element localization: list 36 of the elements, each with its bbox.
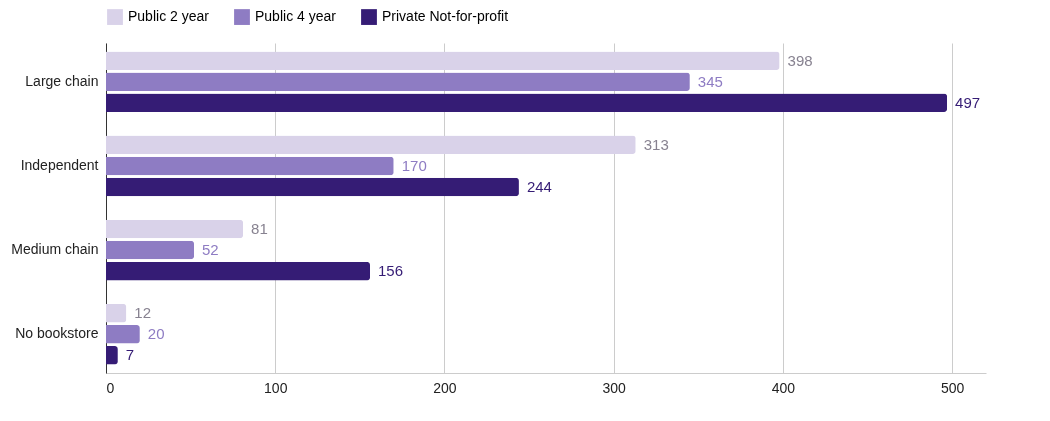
legend-label: Public 4 year [255, 8, 337, 25]
y-tick-label: Independent [20, 156, 99, 173]
y-tick-label: Medium chain [11, 241, 99, 258]
bar [106, 51, 780, 70]
data-label: 313 [643, 135, 669, 153]
bar [106, 219, 244, 239]
data-label: 7 [125, 346, 135, 364]
legend-label: Private Not-for-profit [382, 8, 509, 25]
y-tick-label: Large chain [25, 72, 99, 89]
bar [106, 261, 370, 281]
bar [106, 135, 636, 155]
bar [106, 240, 194, 260]
bar [106, 325, 140, 344]
bar [106, 156, 394, 176]
data-label: 156 [378, 262, 404, 280]
x-tick-label: 200 [433, 379, 457, 396]
bar [106, 303, 127, 323]
bar [106, 177, 519, 197]
data-label: 497 [955, 93, 981, 111]
data-label: 81 [251, 220, 268, 238]
legend-label: Public 2 year [128, 8, 210, 25]
y-tick-label: No bookstore [15, 325, 99, 342]
bar [106, 72, 690, 91]
x-tick-label: 400 [771, 379, 796, 396]
data-label: 20 [147, 325, 165, 343]
x-tick-label: 300 [602, 379, 627, 396]
data-label: 170 [401, 156, 427, 174]
data-label: 244 [526, 177, 552, 195]
x-tick-label: 500 [940, 379, 965, 396]
bar [106, 93, 948, 113]
x-tick-label: 100 [264, 379, 288, 396]
data-label: 12 [134, 304, 151, 322]
x-tick-label: 0 [106, 379, 115, 396]
data-label: 345 [697, 72, 723, 90]
data-label: 52 [202, 241, 219, 259]
data-label: 398 [787, 51, 813, 69]
